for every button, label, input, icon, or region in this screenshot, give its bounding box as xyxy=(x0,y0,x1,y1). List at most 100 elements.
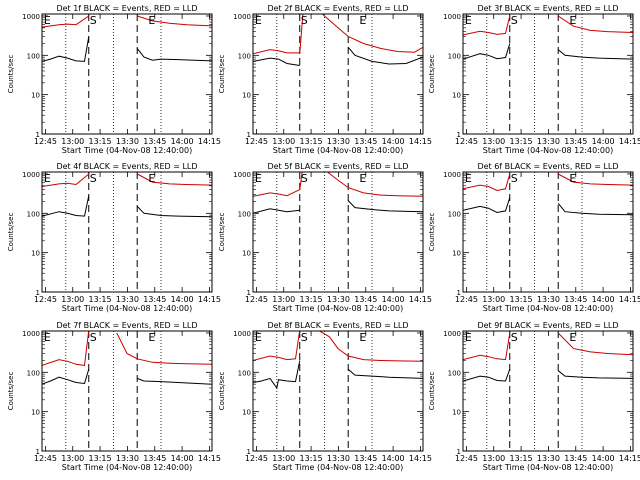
x-tick-label: 12:45 xyxy=(455,137,478,146)
region-marker: E xyxy=(465,14,472,27)
plot-frame xyxy=(462,330,634,452)
panel-title: Det 5f BLACK = Events, RED = LLD xyxy=(267,162,408,171)
region-marker: E xyxy=(359,172,366,185)
series-line-red xyxy=(116,332,212,365)
y-axis-label: Counts/sec xyxy=(218,372,226,411)
x-tick-label: 13:15 xyxy=(510,454,533,463)
x-tick-label: 13:30 xyxy=(327,137,350,146)
series-line-red xyxy=(557,332,633,356)
region-marker: E xyxy=(255,331,262,344)
x-tick-label: 14:00 xyxy=(171,137,194,146)
y-tick-label: 10 xyxy=(452,92,461,100)
series-line-red xyxy=(557,15,633,33)
series-group xyxy=(42,15,212,62)
x-tick-label: 13:45 xyxy=(143,137,166,146)
region-marker: S xyxy=(511,172,518,185)
y-tick-label: 10 xyxy=(242,250,251,258)
region-marker: E xyxy=(465,172,472,185)
y-tick-label: 1 xyxy=(457,131,461,139)
region-marker: S xyxy=(511,14,518,27)
plot-frame xyxy=(462,171,634,293)
y-tick-label: 1000 xyxy=(443,330,461,338)
y-axis-label: Counts/sec xyxy=(428,213,436,252)
y-tick-label: 10 xyxy=(452,409,461,417)
x-tick-label: 14:15 xyxy=(198,137,221,146)
x-tick-label: 13:45 xyxy=(354,295,377,304)
y-axis-label: Counts/sec xyxy=(218,213,226,252)
y-tick-label: 1 xyxy=(457,289,461,297)
x-tick-label: 14:15 xyxy=(409,454,432,463)
y-tick-label: 10 xyxy=(242,409,251,417)
x-tick-label: 14:00 xyxy=(171,295,194,304)
x-tick-label: 12:45 xyxy=(455,295,478,304)
x-tick-label: 14:00 xyxy=(382,137,405,146)
y-tick-label: 1000 xyxy=(22,13,40,21)
x-tick-label: 14:15 xyxy=(409,137,432,146)
region-marker: E xyxy=(569,172,576,185)
series-line-red xyxy=(137,15,212,27)
series-group xyxy=(253,172,423,214)
y-tick-label: 1 xyxy=(36,131,40,139)
plot-frame xyxy=(252,171,424,293)
x-tick-label: 13:45 xyxy=(564,295,587,304)
y-tick-label: 100 xyxy=(448,52,461,60)
series-line-red xyxy=(253,331,301,361)
series-line-red xyxy=(253,172,423,197)
series-line-black xyxy=(42,369,90,385)
series-line-black xyxy=(42,195,90,217)
series-line-black xyxy=(347,368,423,379)
plot-frame xyxy=(252,13,424,135)
series-line-red xyxy=(318,331,423,362)
x-tick-label: 13:30 xyxy=(116,137,139,146)
series-group xyxy=(463,173,633,216)
series-line-black xyxy=(136,48,212,62)
x-tick-label: 13:00 xyxy=(482,137,505,146)
region-marker: E xyxy=(569,14,576,27)
x-tick-label: 14:15 xyxy=(619,295,640,304)
x-tick-label: 13:15 xyxy=(89,137,112,146)
x-tick-label: 13:00 xyxy=(272,137,295,146)
plot-frame xyxy=(41,171,213,293)
x-tick-label: 13:30 xyxy=(116,454,139,463)
panel-title: Det 7f BLACK = Events, RED = LLD xyxy=(56,321,197,330)
y-tick-label: 10 xyxy=(31,409,40,417)
series-line-black xyxy=(42,36,90,62)
series-line-black xyxy=(253,57,300,66)
region-marker: E xyxy=(359,331,366,344)
x-tick-label: 12:45 xyxy=(455,454,478,463)
region-marker: S xyxy=(301,172,308,185)
region-marker: E xyxy=(44,172,51,185)
x-axis-label: Start Time (04-Nov-08 12:40:00) xyxy=(483,146,613,155)
region-marker: S xyxy=(301,14,308,27)
x-tick-label: 13:45 xyxy=(354,454,377,463)
y-tick-label: 1000 xyxy=(233,330,251,338)
series-line-red xyxy=(253,14,423,55)
x-tick-label: 12:45 xyxy=(245,137,268,146)
x-tick-label: 12:45 xyxy=(34,295,57,304)
y-tick-label: 10 xyxy=(31,92,40,100)
region-marker: E xyxy=(44,331,51,344)
x-tick-label: 14:15 xyxy=(198,454,221,463)
y-tick-label: 1 xyxy=(247,448,251,456)
x-tick-label: 13:00 xyxy=(61,137,84,146)
x-tick-label: 12:45 xyxy=(34,454,57,463)
y-tick-label: 1 xyxy=(36,289,40,297)
y-tick-label: 1000 xyxy=(443,13,461,21)
y-tick-label: 100 xyxy=(238,369,251,377)
x-tick-label: 13:30 xyxy=(327,454,350,463)
series-group xyxy=(42,173,212,218)
x-tick-label: 13:15 xyxy=(510,295,533,304)
series-line-black xyxy=(463,369,511,382)
x-axis-label: Start Time (04-Nov-08 12:40:00) xyxy=(62,463,192,472)
region-marker: E xyxy=(359,14,366,27)
region-marker: E xyxy=(148,14,155,27)
series-line-red xyxy=(463,15,511,36)
y-tick-label: 1000 xyxy=(443,171,461,179)
y-tick-label: 10 xyxy=(452,250,461,258)
y-tick-label: 1000 xyxy=(233,13,251,21)
y-axis-label: Counts/sec xyxy=(428,372,436,411)
